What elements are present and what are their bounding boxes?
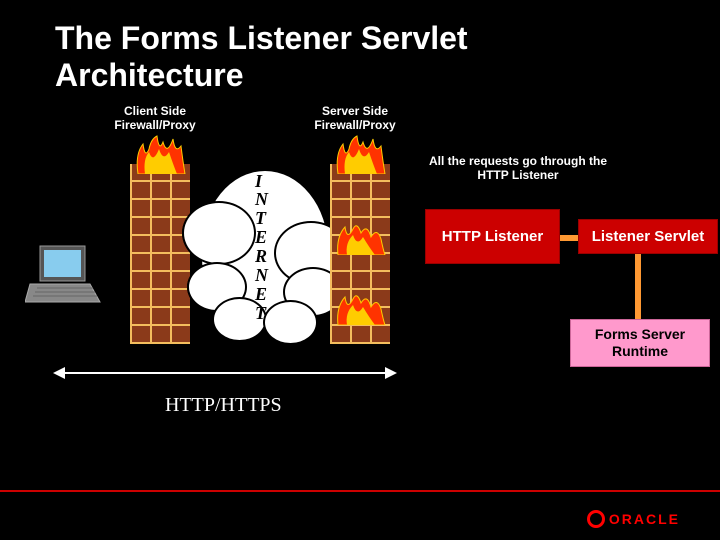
connector-horizontal — [560, 235, 578, 241]
oracle-o-icon — [587, 510, 605, 528]
flame-icon — [333, 289, 383, 329]
footer-bar: ORACLE — [0, 490, 720, 540]
flame-icon — [333, 219, 383, 259]
title-line-2: Architecture — [55, 57, 244, 93]
internet-label: I N T E R N E T — [255, 172, 268, 323]
title-line-1: The Forms Listener Servlet — [55, 20, 468, 56]
client-firewall-label: Client Side Firewall/Proxy — [95, 104, 215, 132]
client-laptop-icon — [25, 244, 105, 304]
http-listener-label: HTTP Listener — [442, 228, 543, 245]
flame-icon — [133, 134, 183, 174]
server-firewall-label: Server Side Firewall/Proxy — [295, 104, 415, 132]
http-https-label: HTTP/HTTPS — [165, 394, 282, 417]
oracle-logo-text: ORACLE — [609, 511, 680, 527]
requests-caption: All the requests go through the HTTP Lis… — [418, 154, 618, 182]
http-listener-box: HTTP Listener — [425, 209, 560, 264]
forms-runtime-label: Forms Server Runtime — [571, 326, 709, 360]
http-arrow — [55, 372, 395, 374]
flame-icon — [333, 134, 383, 174]
connector-vertical — [635, 254, 641, 319]
client-firewall-icon — [130, 164, 190, 344]
forms-runtime-box: Forms Server Runtime — [570, 319, 710, 367]
slide-title: The Forms Listener Servlet Architecture — [0, 0, 720, 94]
listener-servlet-label: Listener Servlet — [592, 228, 705, 245]
architecture-diagram: Client Side Firewall/Proxy Server Side F… — [0, 94, 720, 474]
listener-servlet-box: Listener Servlet — [578, 219, 718, 254]
oracle-logo: ORACLE — [587, 510, 680, 528]
